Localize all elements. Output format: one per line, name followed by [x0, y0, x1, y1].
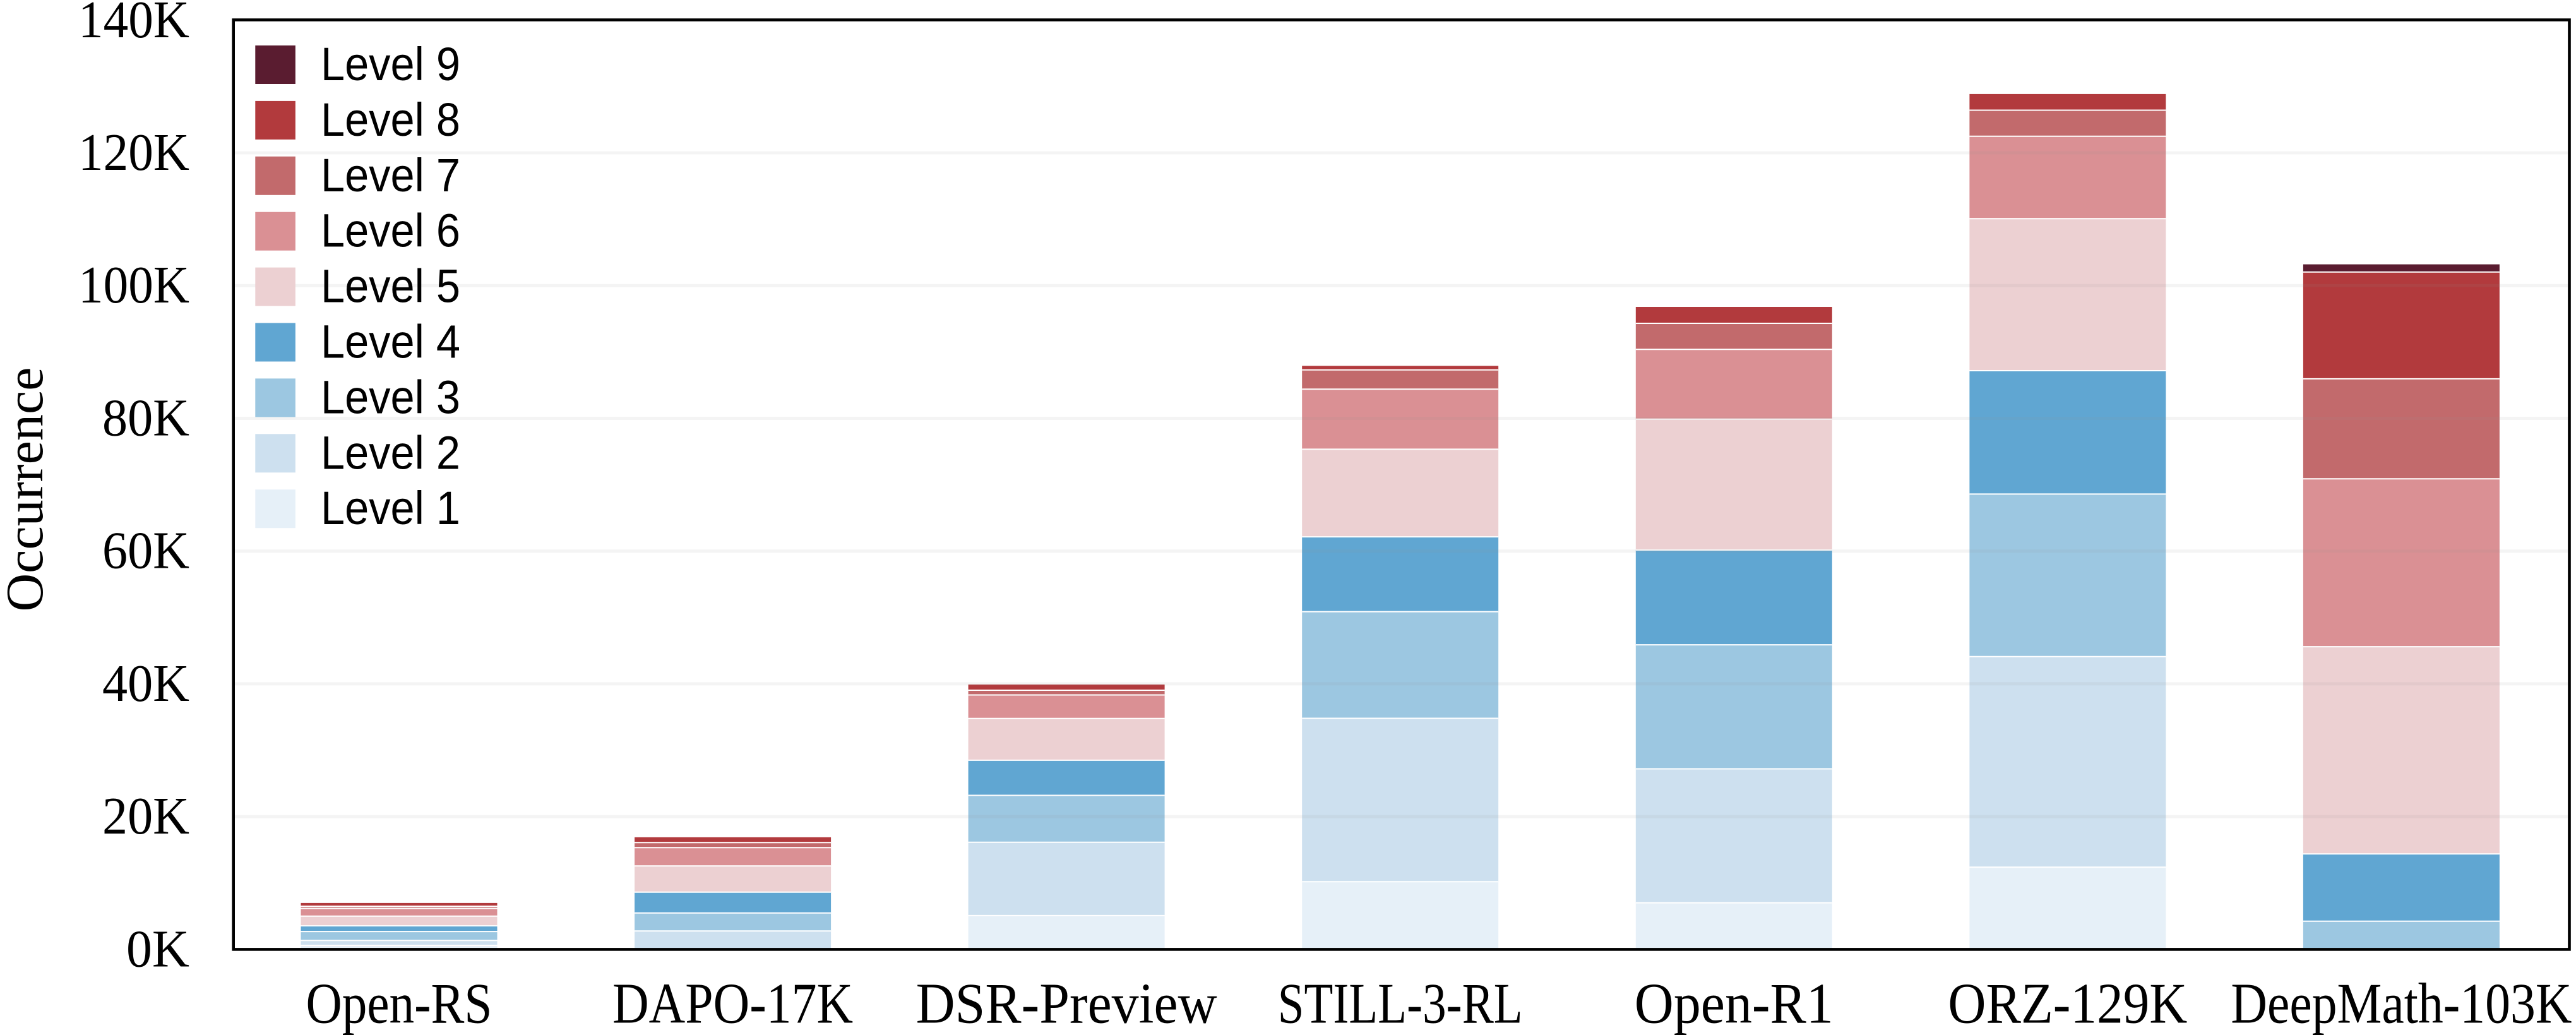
svg-text:ORZ-129K: ORZ-129K [1948, 972, 2187, 1035]
svg-text:STILL-3-RL: STILL-3-RL [1278, 972, 1523, 1035]
svg-text:Level 1: Level 1 [321, 482, 460, 534]
svg-text:80K: 80K [102, 389, 189, 448]
svg-text:Level 4: Level 4 [321, 316, 460, 368]
svg-text:Level 2: Level 2 [321, 426, 460, 479]
svg-text:20K: 20K [102, 787, 189, 846]
svg-text:Level 7: Level 7 [321, 149, 460, 201]
svg-text:Level 3: Level 3 [321, 371, 460, 423]
svg-text:Open-R1: Open-R1 [1635, 972, 1834, 1035]
svg-text:Open-RS: Open-RS [306, 972, 492, 1035]
svg-text:Level 6: Level 6 [321, 205, 460, 257]
svg-text:60K: 60K [102, 522, 189, 580]
svg-text:0K: 0K [126, 919, 189, 978]
svg-text:DAPO-17K: DAPO-17K [612, 972, 853, 1035]
svg-text:40K: 40K [102, 654, 189, 713]
svg-text:Level 9: Level 9 [321, 38, 460, 90]
svg-text:Level 8: Level 8 [321, 93, 460, 146]
svg-text:DSR-Preview: DSR-Preview [916, 972, 1217, 1035]
svg-text:Occurrence: Occurrence [0, 367, 54, 611]
svg-text:Level 5: Level 5 [321, 260, 460, 313]
svg-text:DeepMath-103K: DeepMath-103K [2231, 972, 2572, 1035]
svg-text:140K: 140K [78, 0, 189, 49]
svg-text:100K: 100K [78, 256, 189, 314]
svg-text:120K: 120K [78, 123, 189, 182]
